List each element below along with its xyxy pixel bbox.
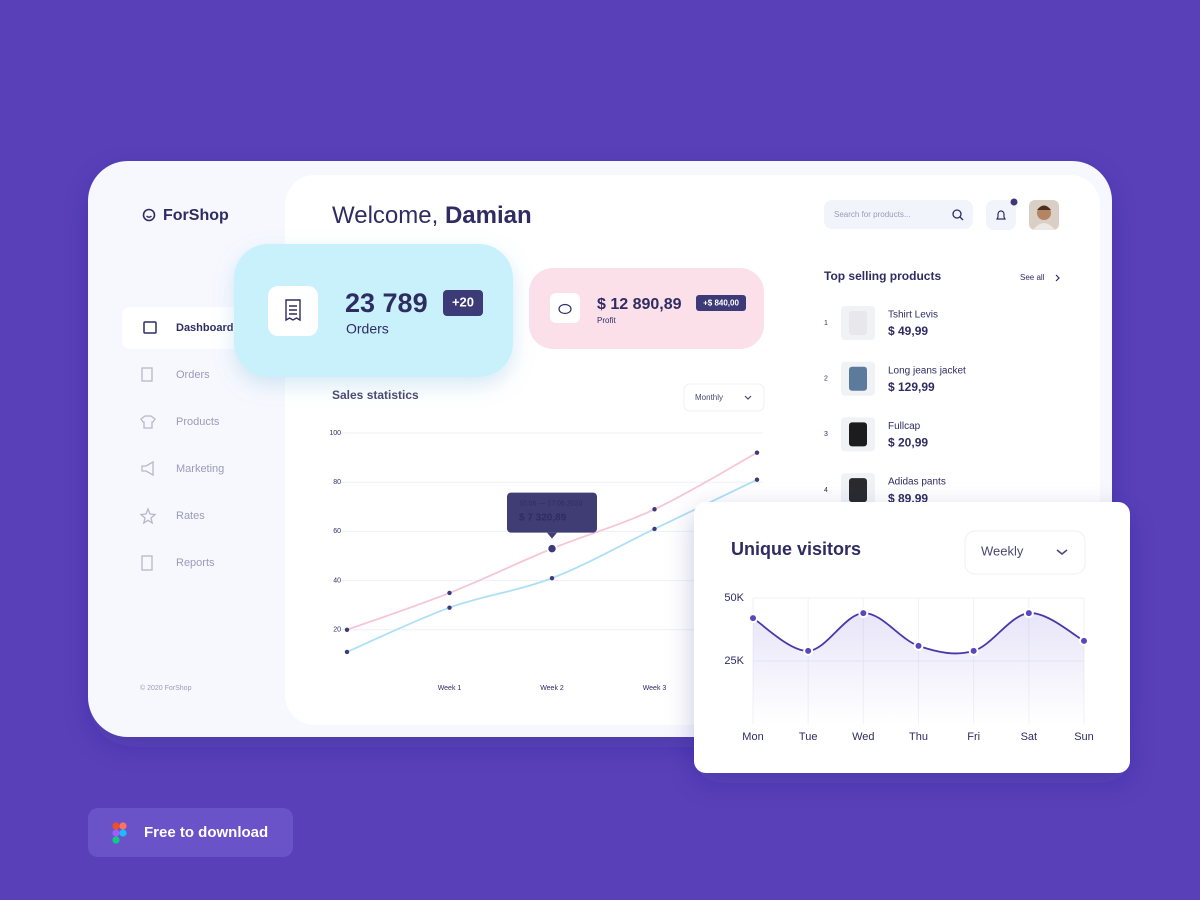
point [748,613,758,624]
product-image-shape [849,422,867,447]
x-tick-label: Mon [742,731,763,743]
product-rank: 1 [824,320,828,327]
product-name: Tshirt Levis [888,310,938,321]
point [447,605,452,610]
orders-card [234,244,513,377]
period-dropdown[interactable] [683,383,765,412]
point [652,526,657,532]
logo-icon [142,208,156,222]
profit-label: Profit [597,316,616,325]
point [549,575,555,581]
x-tick-label: Sat [1021,731,1038,743]
profit-value: $ 12 890,89 [597,296,682,313]
y-tick-label: 20 [333,627,341,634]
point [803,645,814,656]
brand: ForShop [163,207,229,224]
orders-badge-text: +20 [452,294,474,309]
nav-item[interactable]: Marketing [176,463,224,475]
product-name: Fullcap [888,421,921,432]
tooltip-date: 10.06 — 17.06.2020 [519,500,583,507]
notification-dot [1010,198,1018,206]
x-tick-label: Tue [799,731,818,743]
highlight-point [546,543,558,554]
user-name: Damian [445,202,532,229]
nav-active-bg [122,307,264,349]
product-rank: 3 [824,431,828,438]
profit-badge-text: +$ 840,00 [703,299,739,308]
notifications-button[interactable] [986,200,1016,230]
y-tick-label: 40 [333,577,341,584]
area [753,613,1084,724]
profit-card [529,268,764,349]
x-tick-label: Thu [909,731,928,743]
point [1023,608,1034,619]
sales-chart: 20 40 60 80 100 Week 1 Week 2 Week 3 10.06 — 17.… [329,430,763,692]
orders-label: Orders [346,321,389,337]
greeting: Welcome, Damian [332,202,532,229]
visitors-chart: 25K 50K Mon Tue Wed Thu Fri Sat Sun [724,592,1093,743]
x-tick-label: Week 1 [438,685,462,692]
orders-badge [443,290,483,316]
product-image-shape [849,366,867,391]
x-tick-label: Week 3 [643,685,667,692]
x-tick-label: Week 2 [540,685,564,692]
chart-title: Sales statistics [332,388,419,402]
nav-item[interactable]: Reports [176,557,215,569]
search-placeholder: Search for products... [834,210,910,219]
product-rank: 2 [824,376,828,383]
product-price: $ 49,99 [888,324,928,338]
greeting-text: Welcome, [332,202,438,229]
dropdown-label: Weekly [981,543,1024,558]
see-all-link[interactable]: See all [1020,273,1045,282]
nav-item[interactable]: Orders [176,369,210,381]
product-rank: 4 [824,487,828,494]
product-list: 1 Tshirt Levis $ 49,99 2 Long jeans jacket $ … [824,306,966,508]
point [1079,635,1089,646]
sidebar: ForShop Dashboard Orders Products Market… [122,207,264,692]
y-tick-label: 25K [724,655,744,667]
product-name: Adidas pants [888,477,946,488]
orders-value: 23 789 [345,288,428,318]
point [447,590,452,596]
nav-item[interactable]: Dashboard [176,322,233,334]
search-box[interactable] [824,200,973,229]
product-price: $ 89,99 [888,491,928,505]
x-tick-label: Sun [1074,731,1094,743]
point [754,450,760,455]
point [344,627,350,632]
point [913,640,924,651]
period-dropdown[interactable] [964,530,1086,575]
chart-title: Unique visitors [731,539,861,559]
point [652,507,657,512]
y-tick-label: 100 [329,430,341,437]
nav-item[interactable]: Rates [176,510,205,522]
section-title: Top selling products [824,269,941,283]
product-name: Long jeans jacket [888,365,966,376]
tooltip [507,492,597,533]
tooltip-pointer [547,532,557,539]
y-tick-label: 50K [724,592,744,604]
product-price: $ 129,99 [888,380,935,394]
point [968,645,979,656]
copyright: © 2020 ForShop [140,684,192,692]
download-button[interactable] [88,808,293,857]
tooltip-value: $ 7 320,89 [519,512,567,523]
y-tick-label: 60 [333,528,341,535]
x-tick-label: Wed [852,731,874,743]
point [858,608,869,619]
product-price: $ 20,99 [888,436,928,450]
profit-badge [696,295,746,311]
x-tick-label: Fri [967,731,980,743]
product-image-shape [849,311,867,335]
product-image-shape [849,478,867,503]
y-tick-label: 80 [333,479,341,486]
point [754,477,760,482]
nav-item[interactable]: Products [176,416,220,428]
point [344,649,350,655]
dropdown-label: Monthly [695,393,723,402]
download-label: Free to download [144,824,268,841]
